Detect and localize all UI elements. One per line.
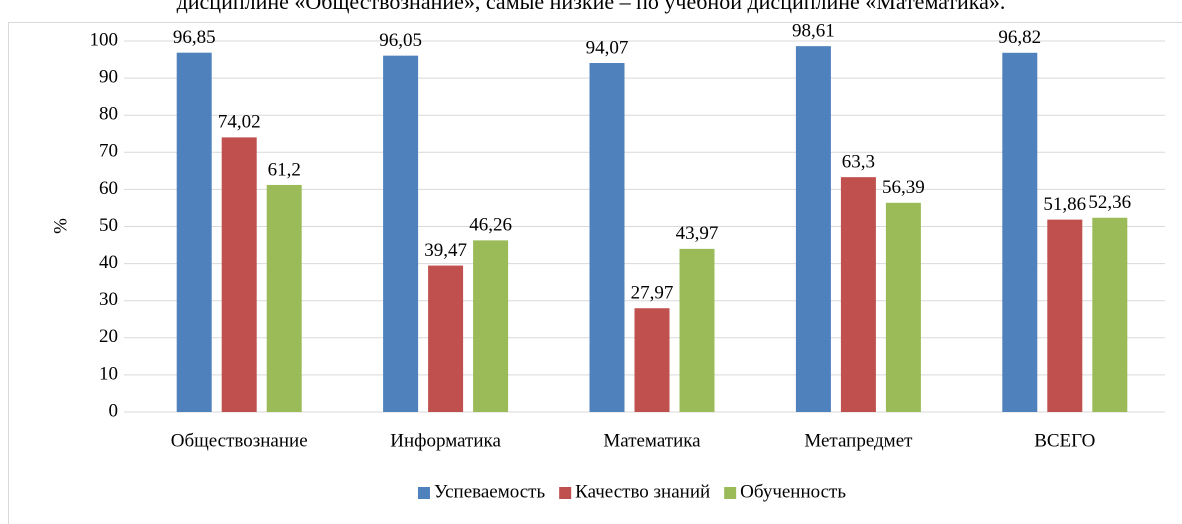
data-label: 96,85 [173,27,216,48]
data-label: 96,82 [998,27,1041,48]
legend-label: Качество знаний [575,481,710,502]
bar [428,265,464,412]
data-label: 56,39 [882,177,925,198]
data-label: 43,97 [676,223,719,244]
bar [221,137,257,412]
bar [176,52,212,413]
y-tick-label: 40 [99,252,118,273]
data-label: 61,2 [268,159,301,180]
bar [383,55,419,412]
bar [1002,52,1038,413]
bar [266,184,302,412]
data-label: 98,61 [792,21,835,42]
y-tick-label: 90 [99,66,118,87]
y-tick-label: 20 [99,326,118,347]
y-tick-label: 60 [99,178,118,199]
legend-swatch [417,487,430,499]
y-tick-label: 50 [99,215,118,236]
y-tick-label: 0 [109,400,119,421]
data-label: 96,05 [379,30,422,51]
y-tick-label: 10 [99,363,118,384]
bar [885,202,921,412]
legend-label: Обученность [740,481,846,502]
data-label: 52,36 [1088,192,1131,213]
bar [795,46,831,413]
x-tick-label: Математика [603,430,701,451]
data-label: 27,97 [631,283,674,304]
y-tick-label: 30 [99,289,118,310]
data-label: 74,02 [218,112,261,133]
x-tick-label: Метапредмет [804,430,913,451]
bar [840,177,876,412]
data-label: 63,3 [842,152,875,173]
y-tick-label: 70 [99,141,118,162]
legend-swatch [559,487,572,499]
x-tick-label: ВСЕГО [1034,430,1095,451]
data-label: 94,07 [586,37,629,58]
x-tick-label: Обществознание [171,430,308,451]
bar [1047,219,1083,412]
bar [589,63,625,412]
bar [473,240,509,412]
legend-label: Успеваемость [434,481,546,502]
y-tick-label: 100 [90,29,119,50]
legend-swatch [724,487,737,499]
y-axis-label: % [50,218,71,234]
data-label: 46,26 [469,215,512,236]
data-label: 39,47 [424,240,467,261]
y-tick-label: 80 [99,104,118,125]
caption-text: дисциплине «Обществознание», самые низки… [177,0,1006,14]
bar [1092,217,1128,412]
bar [679,248,715,412]
bar [634,308,670,412]
data-label: 51,86 [1043,194,1086,215]
x-tick-label: Информатика [390,430,501,451]
chart-border [8,22,1182,524]
